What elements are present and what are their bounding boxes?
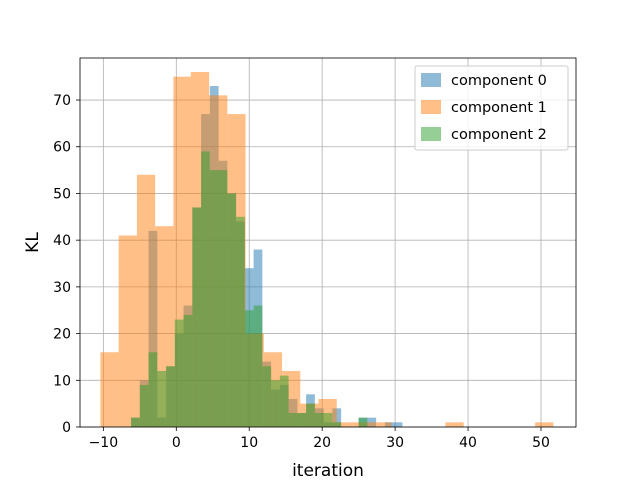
y-axis-ticks: 0 10 20 30 40 50 60 70 (53, 93, 80, 436)
histogram-bar (218, 170, 228, 428)
legend-label: component 2 (451, 127, 547, 143)
histogram-bar (139, 384, 149, 427)
y-tick-label: 50 (53, 186, 71, 202)
histogram-bar (236, 216, 245, 427)
histogram-bar (373, 422, 392, 427)
histogram-bar (201, 151, 210, 427)
histogram-bar (118, 235, 137, 427)
legend-swatch (421, 73, 441, 87)
histogram-bar (535, 422, 554, 427)
histogram-bar (157, 370, 167, 427)
histogram-bar (336, 422, 355, 427)
x-axis-title: iteration (292, 461, 364, 480)
legend-label: component 0 (451, 73, 547, 89)
legend-label: component 1 (451, 100, 547, 116)
histogram-bar (393, 422, 403, 427)
histogram-bar (314, 412, 324, 427)
y-tick-label: 70 (53, 93, 71, 109)
histogram-bar (174, 319, 184, 427)
histogram-bars (100, 72, 554, 428)
x-axis-ticks: −10 0 10 20 30 40 50 (89, 427, 550, 451)
x-tick-label: 30 (386, 435, 404, 451)
y-axis-title: KL (23, 232, 43, 253)
y-tick-label: 60 (53, 140, 71, 156)
histogram-bar (244, 310, 254, 427)
histogram-bar (148, 352, 158, 427)
y-tick-label: 20 (53, 327, 71, 343)
histogram-bar (358, 417, 368, 427)
histogram-bar (288, 412, 298, 427)
legend: component 0 component 1 component 2 (414, 65, 569, 151)
histogram-bar (166, 366, 175, 427)
histogram-bar (306, 403, 315, 427)
histogram-bar (271, 380, 280, 427)
y-tick-label: 30 (53, 280, 71, 296)
histogram-bar (100, 352, 119, 427)
x-tick-label: −10 (89, 435, 119, 451)
histogram-bar (323, 412, 333, 427)
histogram-bar (445, 422, 464, 427)
series-2-bars (131, 151, 368, 428)
legend-box (414, 65, 569, 151)
histogram-bar (209, 170, 219, 428)
y-tick-label: 40 (53, 233, 71, 249)
y-tick-label: 0 (62, 420, 71, 436)
y-tick-label: 10 (53, 373, 71, 389)
histogram-bar (192, 207, 202, 427)
histogram-bar (279, 375, 289, 427)
x-tick-label: 50 (532, 435, 550, 451)
histogram-bar (262, 366, 272, 427)
plot-frame (79, 57, 577, 428)
histogram-bar (253, 305, 263, 427)
legend-swatch (421, 100, 441, 114)
x-tick-label: 10 (240, 435, 258, 451)
histogram-bar (297, 412, 307, 427)
histogram-bar (131, 417, 140, 427)
x-tick-label: 20 (313, 435, 331, 451)
x-tick-label: 40 (459, 435, 477, 451)
histogram-bar (227, 193, 237, 427)
x-tick-label: 0 (172, 435, 181, 451)
histogram-bar (183, 314, 193, 427)
legend-swatch (421, 127, 441, 141)
histogram-bar (332, 422, 342, 427)
